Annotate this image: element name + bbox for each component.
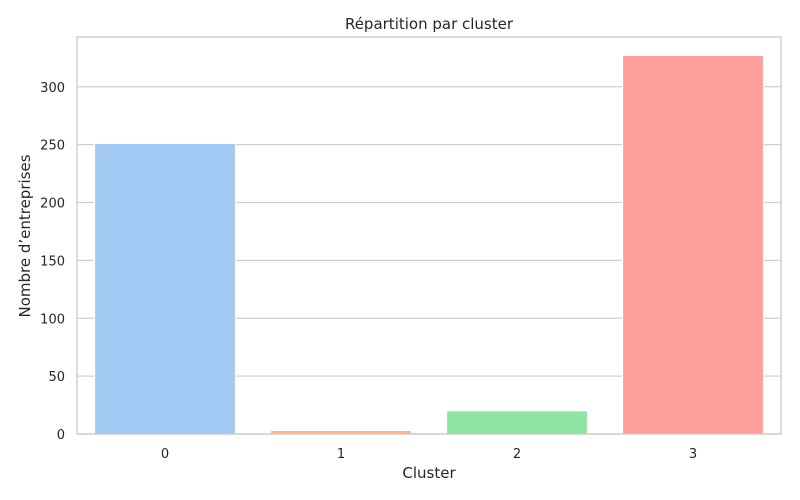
bars — [94, 55, 764, 435]
y-tick-label: 100 — [40, 312, 65, 327]
x-axis-label: Cluster — [402, 464, 456, 482]
x-tick-label: 0 — [161, 447, 169, 462]
plot-frame — [76, 36, 782, 435]
y-tick-label: 150 — [40, 254, 65, 269]
x-tick-label: 2 — [513, 447, 521, 462]
y-axis-label: Nombre d’entreprises — [16, 154, 34, 317]
bar-cluster-0 — [94, 142, 236, 435]
y-tick-label: 250 — [40, 139, 65, 154]
bar-cluster-2 — [446, 410, 588, 435]
y-tick-labels: 0 50 100 150 200 250 300 — [40, 81, 65, 443]
x-tick-label: 1 — [337, 447, 345, 462]
y-tick-label: 50 — [48, 370, 65, 385]
y-tick-label: 200 — [40, 197, 65, 212]
y-tick-label: 300 — [40, 81, 65, 96]
chart-title: Répartition par cluster — [345, 15, 514, 33]
x-tick-label: 3 — [689, 447, 697, 462]
y-tick-label: 0 — [57, 428, 65, 443]
bar-cluster-3 — [622, 55, 764, 435]
x-tick-labels: 0 1 2 3 — [161, 447, 697, 462]
